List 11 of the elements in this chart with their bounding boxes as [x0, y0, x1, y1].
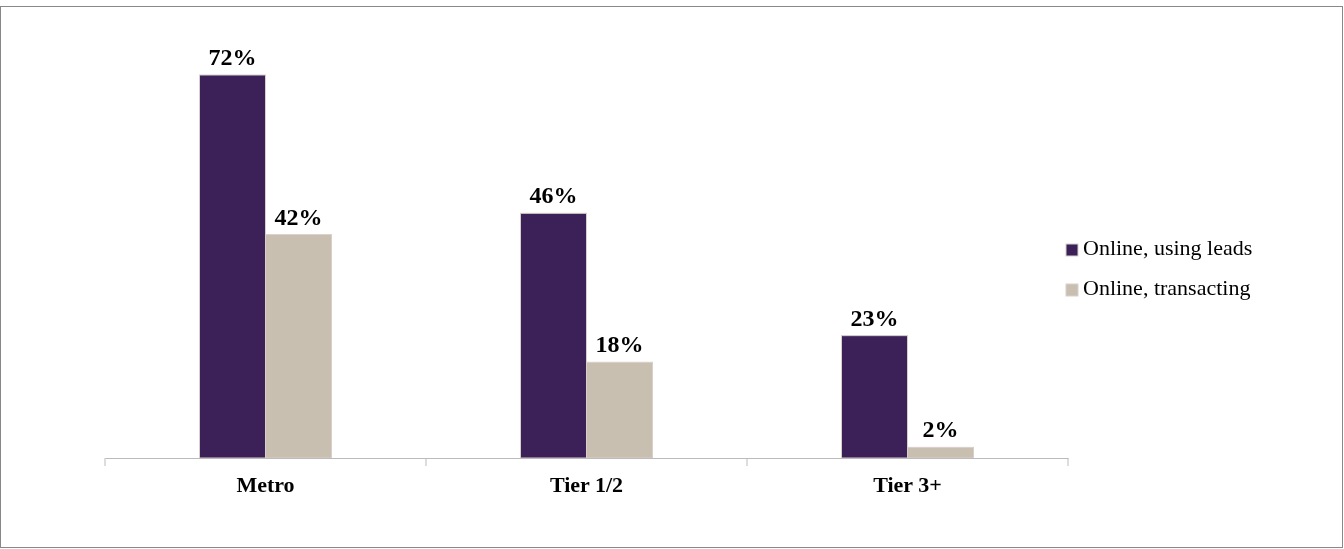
data-label: 72% [208, 44, 257, 70]
legend-label: Online, transacting [1083, 275, 1251, 300]
legend-label: Online, using leads [1083, 235, 1253, 260]
x-tick-label: Metro [236, 471, 295, 497]
x-tick-label: Tier 1/2 [549, 471, 624, 497]
data-label: 2% [922, 416, 959, 443]
x-tick-label: Tier 3+ [873, 471, 942, 497]
data-label: 23% [850, 304, 899, 331]
data-label: 46% [529, 182, 578, 209]
data-label: 18% [595, 331, 644, 358]
data-label: 42% [274, 203, 323, 230]
